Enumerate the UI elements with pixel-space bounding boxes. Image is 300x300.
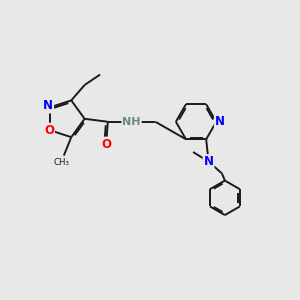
Text: NH: NH [122,117,141,127]
Text: N: N [43,99,53,112]
Text: N: N [215,115,225,128]
Text: N: N [204,155,214,168]
Text: O: O [101,138,111,151]
Text: O: O [44,124,54,136]
Text: CH₃: CH₃ [54,158,70,167]
